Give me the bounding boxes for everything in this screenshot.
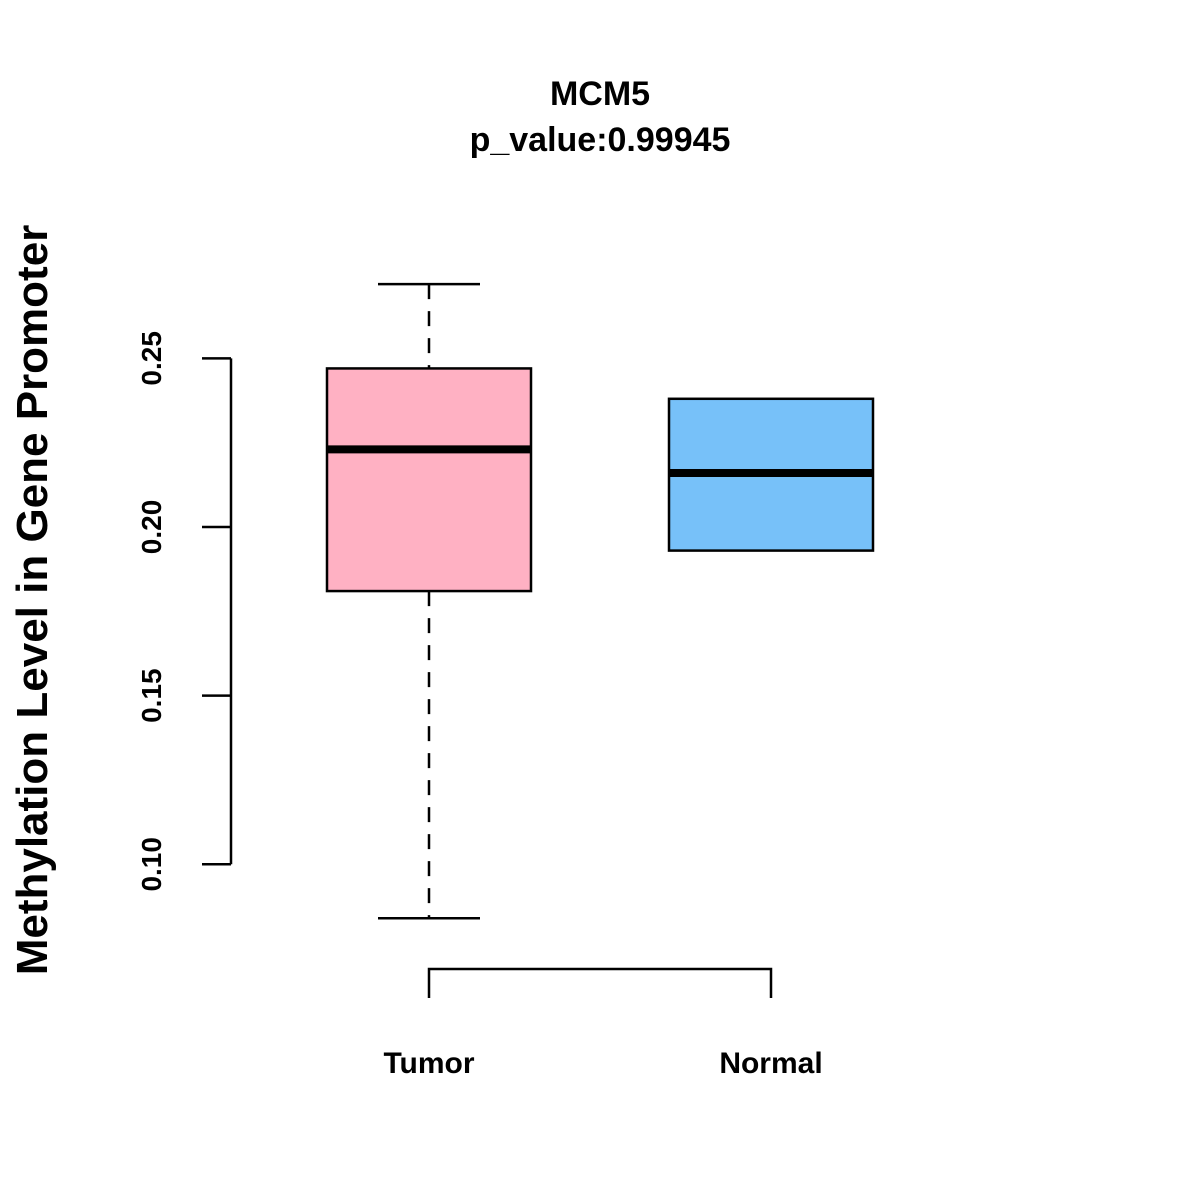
y-axis-label: Methylation Level in Gene Promoter [8,225,57,976]
x-axis-labels: Tumor Normal [383,1047,822,1080]
chart-subtitle: p_value:0.99945 [470,121,731,159]
box-normal [667,397,875,552]
x-label-normal: Normal [719,1047,822,1080]
y-tick-label-3: 0.25 [136,331,167,386]
y-tick-label-0: 0.10 [136,837,167,892]
boxes [325,282,875,920]
y-tick-label-1: 0.15 [136,668,167,723]
y-axis: 0.10 0.15 0.20 0.25 [136,331,233,892]
chart-title: MCM5 [550,75,650,113]
box-tumor [325,282,533,920]
bracket-line [427,967,773,998]
box-iqr [325,367,533,593]
comparison-bracket [427,967,773,998]
y-tick-label-2: 0.20 [136,500,167,555]
x-label-tumor: Tumor [383,1047,474,1080]
